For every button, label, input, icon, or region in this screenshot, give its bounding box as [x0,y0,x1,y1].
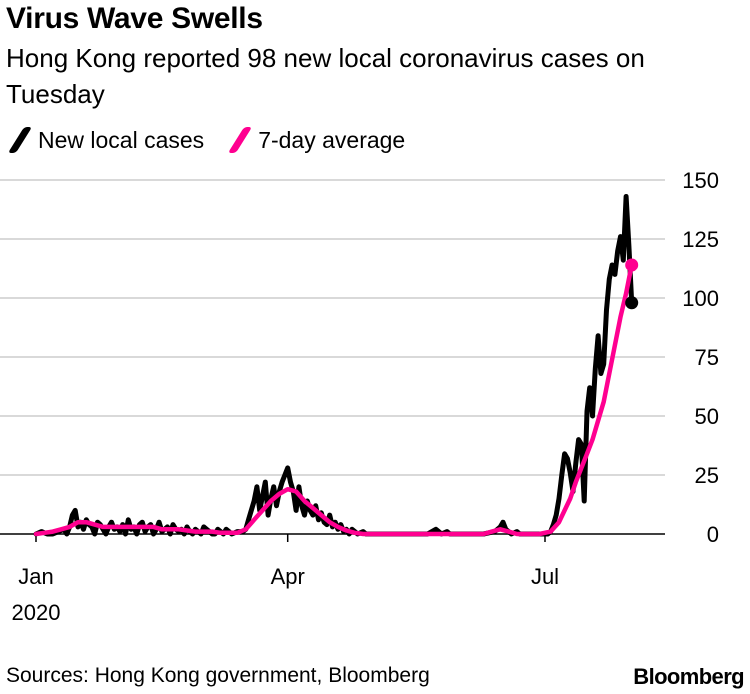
x-tick-label-jul: Jul [531,564,559,589]
series-line-new-local-cases [33,194,635,537]
chart-title: Virus Wave Swells [6,2,263,35]
line-chart: 0 25 50 75 100 125 150 Jan Apr Jul 2020 [0,168,719,625]
legend-swatch-7-day-average [228,127,253,153]
y-tick-label-50: 50 [695,404,719,429]
legend-item-new-cases: New local cases [6,127,204,154]
x-year-label: 2020 [12,600,61,625]
y-tick-label-150: 150 [682,168,719,193]
y-tick-label-0: 0 [707,522,719,547]
legend-label-7-day-average: 7-day average [258,126,406,153]
end-marker-new-local-cases [625,296,639,310]
series-line-7-day-average [33,262,634,537]
y-tick-label-75: 75 [695,345,719,370]
source-note: Sources: Hong Kong government, Bloomberg [6,664,430,687]
chart-subtitle: Hong Kong reported 98 new local coronavi… [6,43,645,109]
bloomberg-logo: Bloomberg [633,664,744,689]
y-tick-label-125: 125 [682,227,719,252]
legend-item-7-day-average: 7-day average [226,127,405,154]
y-tick-label-25: 25 [695,463,719,488]
legend-label-new-cases: New local cases [38,126,205,153]
legend-swatch-new-cases [7,127,33,153]
y-tick-label-100: 100 [682,286,719,311]
x-tick-label-apr: Apr [271,564,305,589]
chart-legend: New local cases 7-day average [6,124,427,156]
end-marker-7-day-average [625,258,639,272]
x-tick-label-jan: Jan [18,564,53,589]
